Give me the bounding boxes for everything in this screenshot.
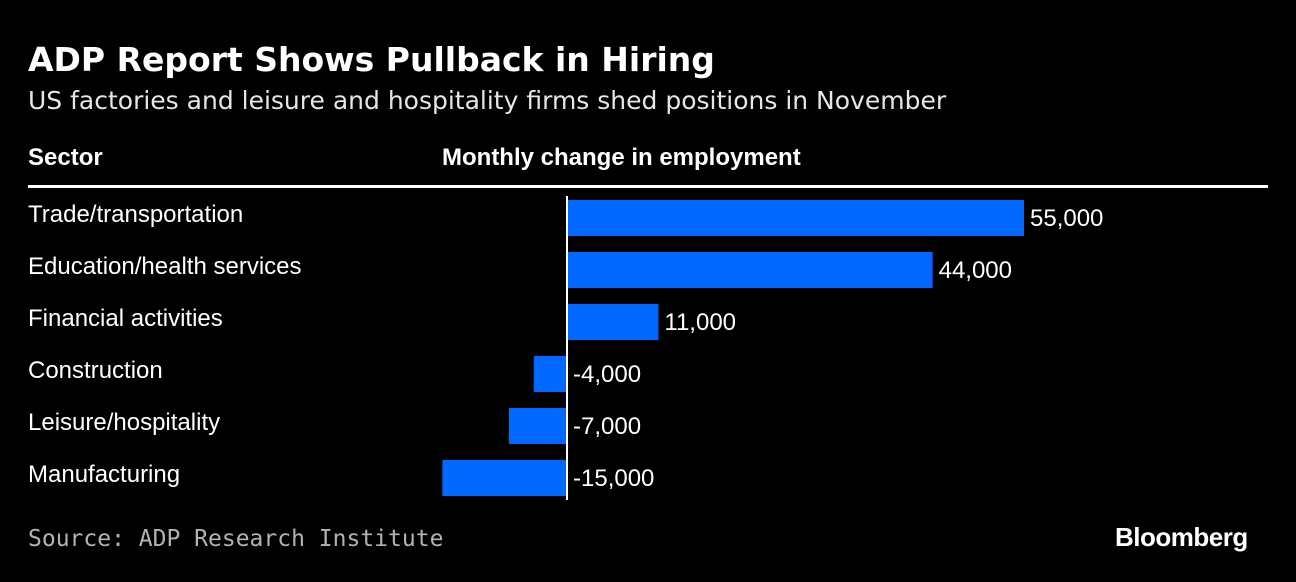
bar (533, 356, 567, 392)
category-label: Trade/transportation (28, 201, 243, 228)
value-label: 55,000 (1030, 205, 1103, 232)
header-monthly-change: Monthly change in employment (442, 144, 801, 171)
header-sector: Sector (28, 144, 103, 171)
chart-subtitle: US factories and leisure and hospitality… (28, 86, 947, 115)
category-label: Manufacturing (28, 461, 180, 488)
bar (442, 460, 567, 496)
header-rule (28, 185, 1268, 188)
bar (567, 252, 933, 288)
source-note: Source: ADP Research Institute (28, 526, 444, 552)
category-label: Construction (28, 357, 163, 384)
category-label: Education/health services (28, 253, 302, 280)
value-label: -4,000 (573, 361, 641, 388)
value-label: -7,000 (573, 413, 641, 440)
value-label: 11,000 (664, 309, 736, 336)
bar (508, 408, 567, 444)
bar (567, 200, 1024, 236)
value-label: -15,000 (573, 465, 654, 492)
value-label: 44,000 (939, 257, 1012, 284)
bloomberg-logo: Bloomberg (1115, 522, 1248, 552)
category-label: Financial activities (28, 305, 223, 332)
bar (567, 304, 659, 340)
category-label: Leisure/hospitality (28, 409, 220, 436)
chart-title: ADP Report Shows Pullback in Hiring (28, 40, 715, 79)
